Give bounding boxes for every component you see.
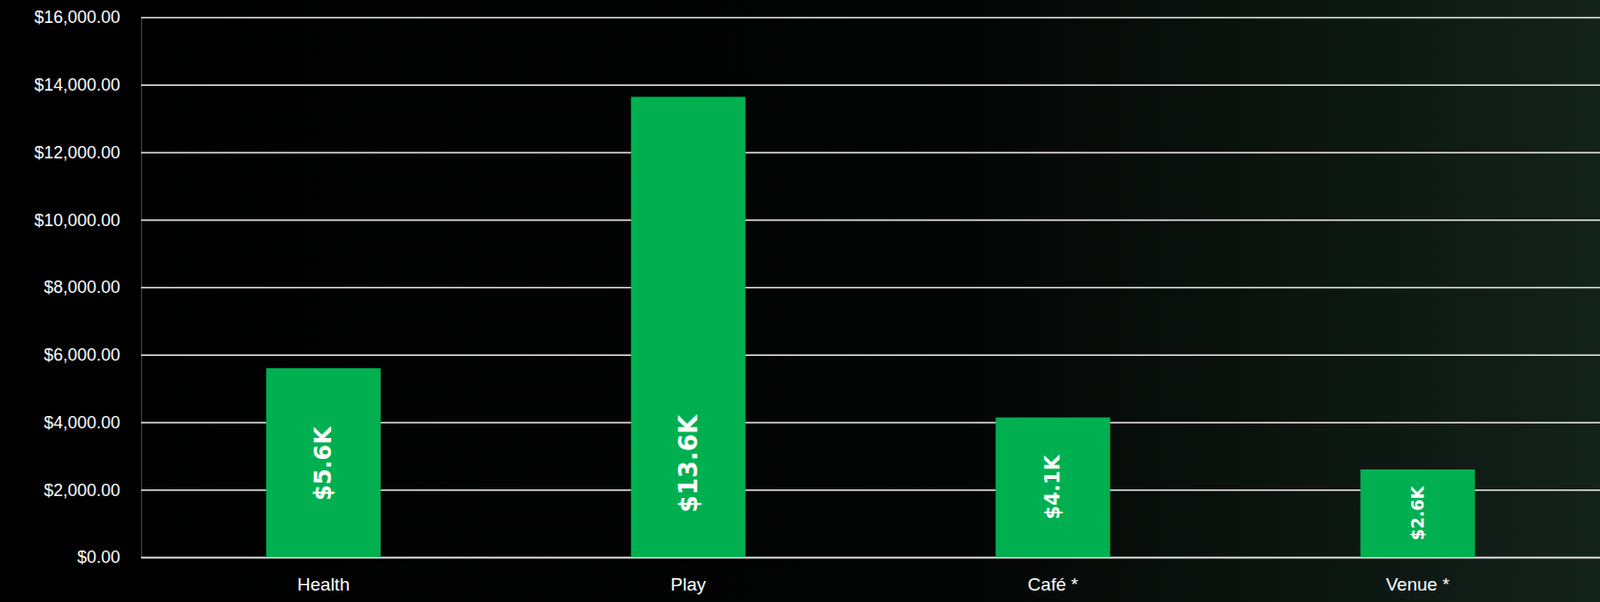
y-tick-label: $2,000.00	[43, 480, 121, 500]
y-tick-label: $12,000.00	[34, 143, 121, 163]
chart: $0.00 $2,000.00 $4,000.00 $6,000.00 $8,000.0…	[0, 0, 1600, 602]
y-tick-label: $6,000.00	[43, 345, 121, 365]
y-tick-label: $0.00	[77, 547, 121, 567]
plot: $0.00 $2,000.00 $4,000.00 $6,000.00 $8,000.0…	[34, 7, 1600, 595]
grid-line	[141, 287, 1600, 289]
x-tick: Health	[297, 556, 350, 595]
data-labels: $5.6K $13.6K $4.1K $2.6K	[309, 413, 1428, 540]
grid-line	[141, 219, 1600, 222]
x-tick-label: Venue *	[1385, 574, 1450, 595]
bars	[266, 96, 1476, 557]
y-tick-label: $16,000.00	[34, 7, 121, 27]
x-tick-label: Café *	[1027, 574, 1079, 595]
bar	[266, 368, 381, 557]
data-label: $4.1K	[1041, 453, 1065, 519]
y-tick: $16,000.00	[34, 7, 1600, 27]
y-tick-label: $4,000.00	[43, 412, 121, 432]
y-tick: $6,000.00	[43, 345, 1600, 365]
x-tick-label: Health	[297, 574, 350, 595]
y-tick: $8,000.00	[43, 277, 1600, 297]
x-tick: Play	[670, 556, 706, 595]
bar	[1360, 469, 1476, 557]
x-tick: Venue *	[1385, 556, 1450, 595]
grid-line	[141, 84, 1600, 87]
x-axis: Health Play Café * Venue *	[142, 556, 1600, 595]
y-tick-label: $10,000.00	[34, 210, 121, 230]
y-tick: $10,000.00	[34, 210, 1600, 230]
data-label: $2.6K	[1408, 484, 1428, 540]
data-label: $13.6K	[674, 413, 703, 513]
x-tick-label: Play	[670, 574, 706, 595]
y-tick: $12,000.00	[34, 143, 1600, 163]
grid-line	[141, 151, 1600, 154]
y-axis: $0.00 $2,000.00 $4,000.00 $6,000.00 $8,000.0…	[34, 7, 1600, 567]
bar	[631, 96, 746, 557]
y-axis-line	[142, 18, 1600, 558]
bar	[995, 417, 1110, 557]
y-tick: $14,000.00	[34, 75, 1600, 95]
y-tick-label: $8,000.00	[43, 277, 121, 297]
x-tick: Café *	[1027, 556, 1079, 595]
data-label: $5.6K	[309, 425, 337, 501]
grid-line	[141, 354, 1600, 357]
grid-line	[141, 17, 1600, 20]
background	[0, 0, 1600, 602]
y-tick-label: $14,000.00	[34, 75, 121, 95]
